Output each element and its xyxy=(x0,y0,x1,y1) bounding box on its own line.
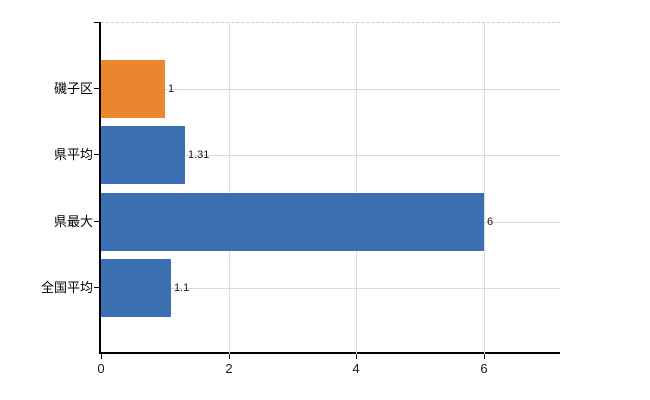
bar-value-label: 1.1 xyxy=(174,282,190,294)
y-axis-tick xyxy=(94,88,100,89)
vertical-gridline xyxy=(356,23,357,354)
x-axis-tick xyxy=(484,354,485,359)
y-axis-tick xyxy=(94,287,100,288)
y-axis-line xyxy=(99,22,101,353)
y-axis-category-label: 県最大 xyxy=(53,214,93,229)
y-axis-category-label: 県平均 xyxy=(53,147,93,162)
x-axis-line xyxy=(99,352,560,354)
y-axis-category-label: 磯子区 xyxy=(53,81,93,96)
x-axis-tick xyxy=(101,354,102,359)
horizontal-gridline xyxy=(101,288,560,289)
vertical-gridline xyxy=(484,23,485,354)
bar-3 xyxy=(101,193,484,251)
x-axis-tick-label: 6 xyxy=(480,361,488,376)
y-axis-category-label: 全国平均 xyxy=(40,280,93,295)
y-axis-top-tick xyxy=(94,22,100,23)
bar-1 xyxy=(101,60,165,118)
bar-value-label: 1.31 xyxy=(188,149,210,161)
bar-4 xyxy=(101,259,171,317)
x-axis-tick xyxy=(356,354,357,359)
x-axis-tick-label: 4 xyxy=(352,361,360,376)
x-axis-tick xyxy=(229,354,230,359)
vertical-gridline xyxy=(229,23,230,354)
horizontal-gridline xyxy=(101,155,560,156)
x-axis-tick-label: 0 xyxy=(97,361,105,376)
y-axis-tick xyxy=(94,221,100,222)
bar-value-label: 1 xyxy=(168,83,175,95)
x-axis-tick-label: 2 xyxy=(225,361,233,376)
plot-area: 1 1.31 6 1.1 xyxy=(101,22,560,354)
horizontal-gridline xyxy=(101,89,560,90)
bar-value-label: 6 xyxy=(487,216,494,228)
bar-2 xyxy=(101,126,185,184)
y-axis-tick xyxy=(94,154,100,155)
